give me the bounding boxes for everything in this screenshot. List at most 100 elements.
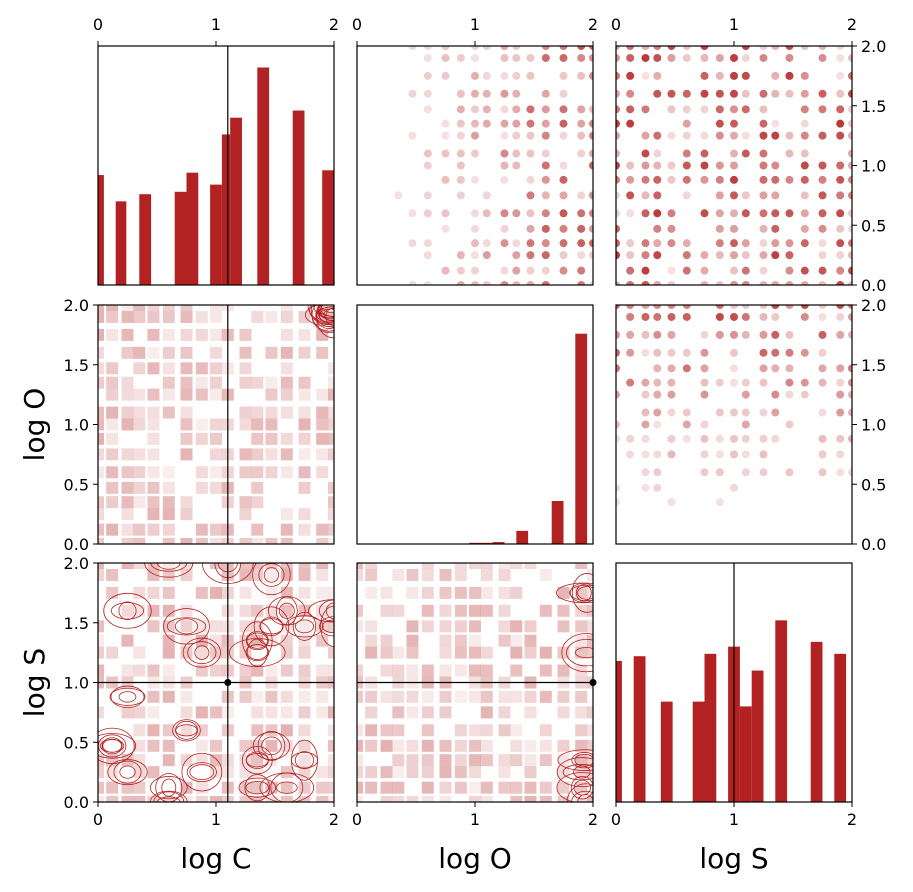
scatter-point <box>641 408 650 417</box>
density-cell <box>510 664 523 677</box>
scatter-point <box>641 305 650 309</box>
density-cell <box>454 766 467 779</box>
density-cell <box>147 388 160 401</box>
hist-bar <box>186 172 199 285</box>
density-cell <box>180 362 193 375</box>
density-cell <box>392 706 405 719</box>
scatter-point <box>653 53 662 62</box>
density-cell <box>421 604 434 617</box>
density-cell <box>357 766 363 779</box>
density-cell <box>180 781 193 794</box>
density-cell <box>380 724 393 737</box>
density-cell <box>316 418 329 431</box>
x-tick-label: 0 <box>611 810 621 829</box>
contour-line <box>118 601 137 621</box>
contour-line <box>321 619 334 634</box>
density-cell <box>298 388 311 401</box>
density-cell <box>98 538 104 544</box>
density-cell <box>280 310 293 323</box>
scatter-point <box>512 281 521 285</box>
density-cell <box>480 690 493 703</box>
scatter-point <box>577 131 586 140</box>
density-cell <box>575 620 588 633</box>
contour-line <box>577 586 593 600</box>
density-cell <box>316 586 329 599</box>
density-cell <box>280 448 293 461</box>
hist-bar <box>98 175 104 285</box>
density-cell <box>421 620 434 633</box>
scatter-point <box>836 131 845 140</box>
density-cell <box>265 706 278 719</box>
scatter-point <box>848 191 852 200</box>
density-cell <box>524 563 537 569</box>
density-cell <box>316 466 329 479</box>
scatter-point <box>818 378 827 387</box>
scatter-point <box>471 239 479 248</box>
scatter-point <box>653 348 662 357</box>
scatter-point <box>559 119 568 128</box>
scatter-point <box>667 89 676 98</box>
density-cell <box>498 766 511 779</box>
density-cell <box>121 310 134 323</box>
density-cell <box>421 586 434 599</box>
scatter-point <box>441 224 450 233</box>
density-cell <box>210 346 222 359</box>
density-cell <box>298 706 311 719</box>
scatter-point <box>667 46 676 50</box>
scatter-point <box>408 131 417 140</box>
scatter-point <box>836 434 845 443</box>
density-cell <box>106 481 119 494</box>
density-cell <box>454 781 467 794</box>
scatter-point <box>512 105 521 114</box>
contour-line <box>244 774 271 802</box>
density-cell <box>98 448 104 461</box>
density-cell <box>180 406 193 419</box>
density-cell <box>265 796 278 802</box>
scatter-point <box>771 209 780 218</box>
contour-line <box>166 617 207 636</box>
contour-line <box>577 794 593 802</box>
density-cell <box>357 620 363 633</box>
scatter-point <box>700 105 709 114</box>
density-cell <box>469 563 481 569</box>
scatter-point <box>526 53 535 62</box>
scatter-point <box>577 149 586 158</box>
density-cell <box>298 690 311 703</box>
y-tick-label: 1.0 <box>64 416 89 435</box>
contour-line <box>161 778 177 797</box>
x-tick-label: 2 <box>588 810 598 829</box>
density-cell <box>365 563 378 569</box>
scatter-point <box>836 46 845 50</box>
contour-line <box>107 759 148 786</box>
scatter-point <box>616 46 620 50</box>
contour-line <box>562 764 593 781</box>
scatter-point <box>715 239 724 248</box>
scatter-point <box>759 224 768 233</box>
density-cell <box>162 305 175 311</box>
scatter-point <box>836 330 845 339</box>
scatter-point <box>818 364 827 373</box>
scatter-point <box>423 53 432 62</box>
density-cell <box>98 634 104 647</box>
density-cell <box>251 563 264 569</box>
density-cell <box>439 568 452 581</box>
scatter-point <box>682 305 691 309</box>
density-cell <box>280 346 293 359</box>
density-cell <box>210 739 222 752</box>
density-cell <box>265 724 278 737</box>
scatter-point <box>471 89 479 98</box>
scatter-point <box>616 105 620 114</box>
scatter-point <box>641 149 650 158</box>
scatter-point <box>730 450 738 459</box>
scatter-point <box>730 191 738 200</box>
density-cell <box>265 568 278 581</box>
density-cell <box>147 310 160 323</box>
density-cell <box>280 466 293 479</box>
scatter-point <box>653 390 662 399</box>
scatter-point <box>818 450 827 459</box>
scatter-point <box>836 119 845 128</box>
scatter-point <box>626 46 635 50</box>
density-cell <box>498 706 511 719</box>
scatter-point <box>759 364 768 373</box>
density-cell <box>524 754 537 767</box>
